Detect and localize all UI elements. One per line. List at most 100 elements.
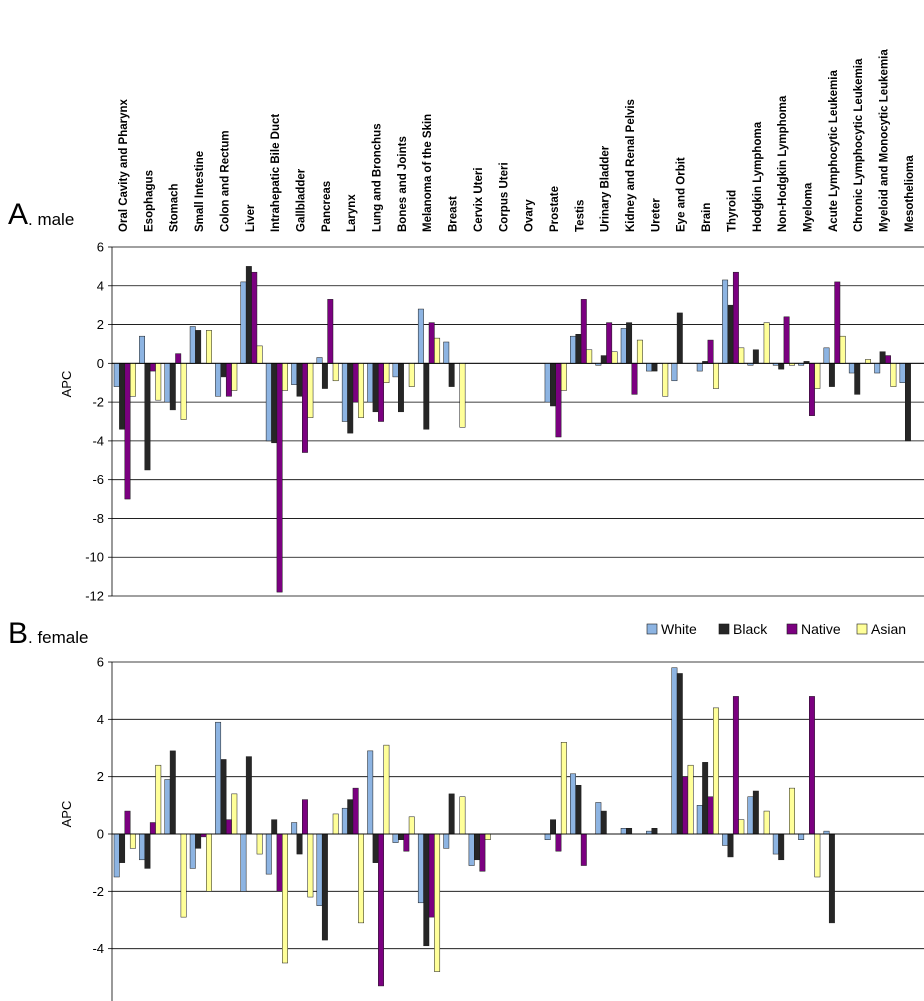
bar-asian [839,335,846,364]
y-tick-label: -2 [92,395,104,410]
bar-native [225,363,232,397]
bar-native [352,363,359,403]
bar-native [555,363,562,438]
category-label: Corpus Uteri [498,162,510,232]
legend-swatch-black [718,623,730,635]
bar-white [772,833,779,855]
bar-native [682,776,689,835]
y-tick-label: 0 [97,356,104,371]
bar-white [874,363,881,374]
bar-native [479,833,486,872]
bar-white [570,773,576,835]
bar-black [245,756,252,835]
bar-white [291,822,298,835]
bar-white [722,833,729,846]
bar-native [606,322,613,364]
category-label: Ureter [650,198,662,232]
category-label: Lung and Bronchus [372,123,384,232]
bar-white [848,363,855,374]
bar-native [555,833,562,852]
category-label: Chronic Lymphocytic Leukemia [853,58,865,232]
y-tick-label: -8 [92,511,104,526]
bar-native [403,833,410,852]
bar-asian [789,787,795,835]
bar-black [828,363,835,387]
bar-native [124,810,131,835]
category-label: Urinary Bladder [600,145,612,232]
panel-b-label: . female [28,628,88,647]
category-label: Larynx [346,194,358,232]
bar-asian [358,363,365,418]
bar-black [423,363,430,430]
bar-native [276,833,283,892]
bar-white [215,721,222,835]
bar-native [251,271,258,364]
bar-white [417,308,424,364]
bar-white [468,833,475,866]
bar-black [220,363,227,378]
bar-black [296,363,303,397]
bar-asian [307,833,314,898]
bar-black [347,363,354,434]
bar-black [169,363,176,411]
category-label: Testis [574,200,586,232]
y-tick-label: -12 [85,589,104,604]
bar-white [671,363,678,382]
bar-native [124,363,131,500]
bar-native [783,316,790,364]
bar-black [169,750,176,835]
bar-native [707,339,714,364]
category-label: Prostate [549,186,561,232]
y-tick-label: 2 [97,769,104,784]
bar-asian [180,833,187,918]
bar-black [398,363,404,413]
bar-asian [636,339,643,364]
bar-white [265,833,272,875]
bar-white [341,363,348,422]
bar-black [119,833,126,863]
category-label: Esophagus [143,170,155,232]
bar-black [575,334,582,364]
bar-asian [282,833,288,964]
bar-black [727,833,734,858]
y-tick-label: 2 [97,317,104,332]
bar-black [702,762,709,835]
bar-black [448,793,455,835]
panel-b: B . female APC 6 4 2 0 -2 -4 White Black Native… [8,617,924,1001]
category-label: Small Intestine [194,151,206,232]
bar-asian [763,810,770,835]
bar-native [809,363,815,416]
legend-label-black: Black [733,621,768,637]
bar-black [828,833,835,924]
bar-native [885,355,891,364]
legend-swatch-native [786,623,798,635]
category-label: Breast [448,196,460,232]
bar-black [372,363,379,413]
bar-asian [256,833,263,855]
bar-asian [560,363,567,391]
bar-black [905,363,911,442]
bar-asian [155,764,162,835]
bar-asian [662,363,669,397]
category-label: Thyroid [726,190,738,232]
bar-white [798,833,805,840]
legend-label-native: Native [801,621,841,637]
bar-asian [256,345,263,364]
bar-native [200,833,207,838]
bar-native [327,299,334,364]
bar-black [550,819,556,835]
category-label: Melanoma of the Skin [422,114,434,232]
bar-asian [129,363,136,397]
panel-a: A . male APC 6 4 2 0 -2 -4 -6 -8 -10 -12 [8,198,924,604]
category-label: Gallbladder [295,168,307,232]
panel-b-ylabel: APC [59,801,74,828]
category-label: Oral Cavity and Pharynx [118,98,130,232]
bar-black [879,351,886,364]
bar-asian [434,337,441,364]
bar-asian [459,796,466,835]
y-tick-label: -4 [92,433,104,448]
bar-black [752,790,759,835]
bar-asian [155,363,162,401]
bar-asian [307,363,314,418]
bar-asian [814,833,821,878]
